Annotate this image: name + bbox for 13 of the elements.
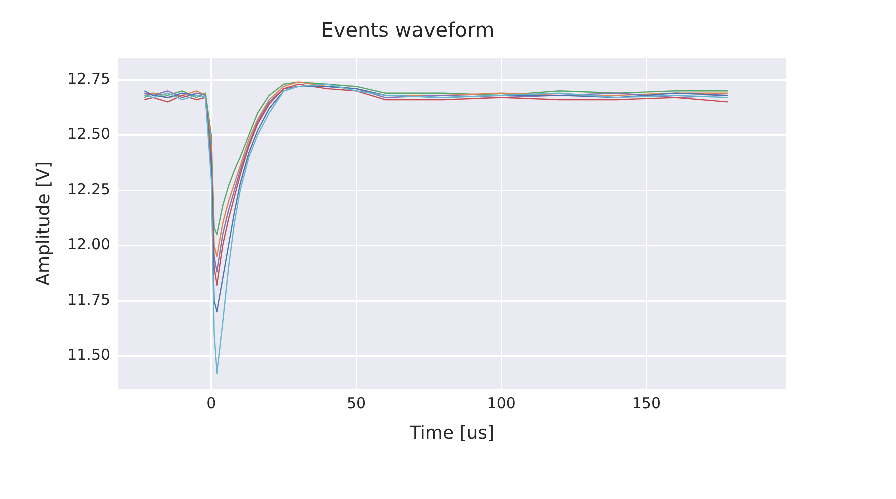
- x-tick-label: 100: [487, 394, 516, 412]
- x-tick-label: 0: [206, 394, 216, 412]
- y-tick-label: 12.00: [68, 236, 111, 254]
- y-tick-label: 12.75: [68, 70, 111, 88]
- y-tick-label: 12.50: [68, 125, 111, 144]
- x-tick-label: 50: [346, 394, 366, 412]
- y-axis-title: Amplitude [V]: [33, 162, 54, 286]
- x-axis-title: Time [us]: [408, 422, 495, 444]
- chart-title: Events waveform: [321, 18, 495, 42]
- y-tick-label: 12.25: [68, 180, 111, 198]
- y-tick-label: 11.50: [68, 346, 111, 364]
- x-tick-label: 150: [632, 394, 662, 412]
- y-tick-label: 11.75: [68, 290, 111, 309]
